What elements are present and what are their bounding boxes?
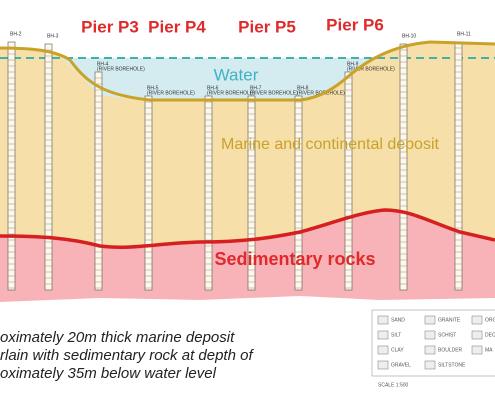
borehole xyxy=(204,95,213,291)
legend-swatch xyxy=(424,345,436,355)
legend-label: BOULDER xyxy=(438,347,463,353)
legend-label: GRANITE xyxy=(438,317,461,323)
legend-label: MA xyxy=(485,347,493,353)
borehole xyxy=(454,41,463,291)
water-label: Water xyxy=(214,65,259,84)
borehole-note: (RIVER BOREHOLE) xyxy=(250,90,298,96)
borehole-note: (RIVER BOREHOLE) xyxy=(147,90,195,96)
borehole-note: (RIVER BOREHOLE) xyxy=(97,66,145,72)
legend-swatch xyxy=(424,360,436,370)
caption-line: rlain with sedimentary rock at depth of xyxy=(0,347,254,364)
legend-label: SAND xyxy=(391,317,405,323)
scale-label: SCALE 1:500 xyxy=(378,382,409,388)
water-layer xyxy=(62,58,378,100)
deposit-layer xyxy=(0,42,495,248)
legend-label: SILTSTONE xyxy=(438,362,466,368)
borehole xyxy=(294,95,303,291)
borehole-label: BH-9 xyxy=(347,61,359,67)
borehole xyxy=(399,43,408,291)
borehole-label: BH-11 xyxy=(457,31,471,37)
legend-label: CLAY xyxy=(391,347,404,353)
borehole-label: BH-7 xyxy=(250,85,262,91)
rock-label: Sedimentary rocks xyxy=(214,249,375,269)
borehole xyxy=(44,43,53,291)
pier-label: Pier P5 xyxy=(238,17,296,36)
rock-layer xyxy=(0,210,495,302)
rock-boundary xyxy=(0,208,495,249)
legend-swatch xyxy=(377,330,389,340)
pier-label: Pier P6 xyxy=(326,15,384,34)
legend-swatch xyxy=(471,330,483,340)
legend-label: ORG xyxy=(485,317,495,323)
pier-label: Pier P4 xyxy=(148,17,206,36)
legend-swatch xyxy=(377,360,389,370)
legend-swatch xyxy=(424,330,436,340)
caption-line: oximately 20m thick marine deposit xyxy=(0,329,235,346)
caption-line: oximately 35m below water level xyxy=(0,365,217,382)
ground-line xyxy=(0,40,495,102)
legend-label: SCHIST xyxy=(438,332,456,338)
borehole-label: BH-2 xyxy=(10,31,22,37)
legend-swatch xyxy=(471,345,483,355)
legend-label: SILT xyxy=(391,332,401,338)
legend-swatch xyxy=(424,315,436,325)
borehole-note: (RIVER BOREHOLE) xyxy=(207,90,255,96)
borehole-note: (RIVER BOREHOLE) xyxy=(347,66,395,72)
borehole xyxy=(7,41,16,291)
borehole xyxy=(247,95,256,291)
pier-label: Pier P3 xyxy=(81,17,139,36)
borehole-label: BH-8 xyxy=(297,85,309,91)
borehole-group: BH-2 BH-3BH-4(RIVER BOREHOLE)BH-5(RIVER B… xyxy=(7,31,471,291)
legend: SAND GRANITE ORG SILT SCHIST DEC CLAY BOULDER MA… xyxy=(377,315,495,370)
legend-swatch xyxy=(377,345,389,355)
borehole-label: BH-3 xyxy=(47,33,59,39)
borehole xyxy=(344,71,353,291)
deposit-label: Marine and continental deposit xyxy=(221,136,439,153)
borehole xyxy=(94,71,103,291)
borehole-label: BH-5 xyxy=(147,85,159,91)
legend-swatch xyxy=(471,315,483,325)
borehole xyxy=(144,95,153,291)
legend-label: DEC xyxy=(485,332,495,338)
borehole-label: BH-4 xyxy=(97,61,109,67)
borehole-label: BH-10 xyxy=(402,33,416,39)
legend-swatch xyxy=(377,315,389,325)
legend-label: GRAVEL xyxy=(391,362,411,368)
borehole-label: BH-6 xyxy=(207,85,219,91)
